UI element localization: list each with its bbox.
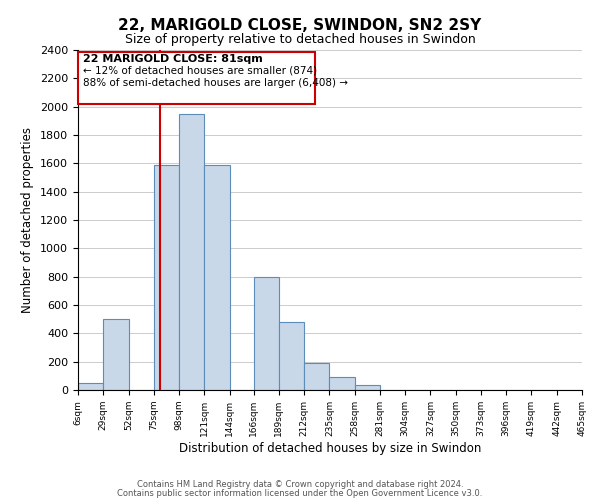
Bar [103, 319, 128, 390]
Bar [304, 363, 329, 390]
Text: Size of property relative to detached houses in Swindon: Size of property relative to detached ho… [125, 32, 475, 46]
X-axis label: Distribution of detached houses by size in Swindon: Distribution of detached houses by size … [179, 442, 481, 454]
Bar [279, 322, 304, 390]
Y-axis label: Number of detached properties: Number of detached properties [22, 127, 34, 313]
Bar [254, 276, 279, 390]
Text: 22, MARIGOLD CLOSE, SWINDON, SN2 2SY: 22, MARIGOLD CLOSE, SWINDON, SN2 2SY [118, 18, 482, 32]
Bar [329, 378, 355, 390]
Bar [204, 165, 230, 390]
Text: Contains HM Land Registry data © Crown copyright and database right 2024.: Contains HM Land Registry data © Crown c… [137, 480, 463, 489]
Bar [355, 385, 380, 390]
Bar [179, 114, 204, 390]
Text: 22 MARIGOLD CLOSE: 81sqm: 22 MARIGOLD CLOSE: 81sqm [83, 54, 263, 64]
FancyBboxPatch shape [78, 52, 315, 104]
Bar [78, 383, 103, 390]
Text: 88% of semi-detached houses are larger (6,408) →: 88% of semi-detached houses are larger (… [83, 78, 349, 88]
Text: Contains public sector information licensed under the Open Government Licence v3: Contains public sector information licen… [118, 490, 482, 498]
Bar [154, 165, 179, 390]
Text: ← 12% of detached houses are smaller (874): ← 12% of detached houses are smaller (87… [83, 66, 317, 76]
